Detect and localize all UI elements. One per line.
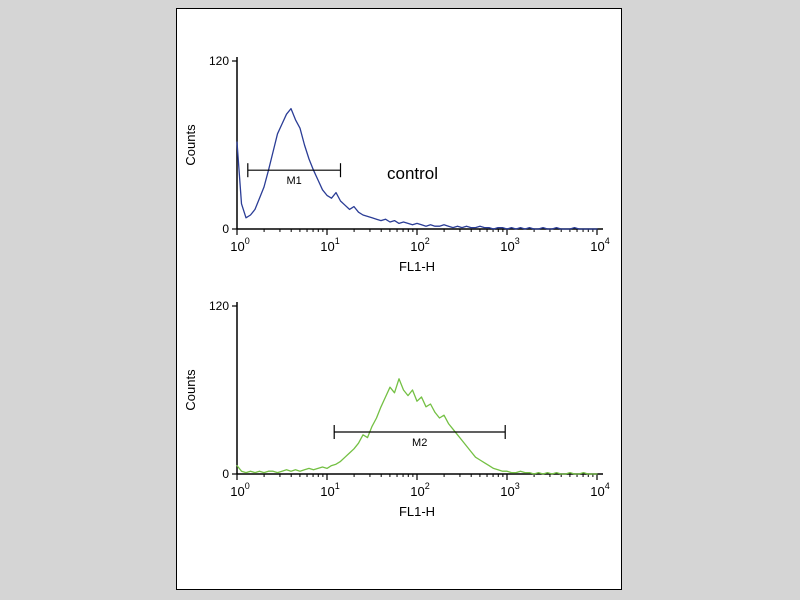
top-histogram-plot: 0 120 100 101 102 103 104 FL1-H Counts M1 control	[183, 54, 610, 274]
gate-label: M2	[412, 437, 427, 449]
x-tick-label: 100	[230, 481, 249, 499]
y-tick-label: 0	[222, 467, 229, 481]
x-tick-label: 102	[410, 481, 429, 499]
x-tick-label: 104	[590, 236, 609, 254]
histogram-curve	[236, 378, 598, 475]
x-tick-label: 101	[320, 481, 339, 499]
y-tick-label: 0	[222, 222, 229, 236]
control-annotation: control	[387, 164, 438, 183]
x-axis-title: FL1-H	[399, 259, 435, 274]
x-axis-title: FL1-H	[399, 504, 435, 519]
x-tick-label: 100	[230, 236, 249, 254]
figure-panel: 0 120 100 101 102 103 104 FL1-H Counts M1 control …	[176, 8, 622, 590]
gate-label: M1	[287, 175, 302, 187]
y-axis-title: Counts	[183, 124, 198, 166]
x-tick-label: 103	[500, 481, 519, 499]
y-tick-label: 120	[209, 299, 229, 313]
y-axis-title: Counts	[183, 369, 198, 411]
y-tick-label: 120	[209, 54, 229, 68]
histogram-curve	[236, 107, 598, 230]
x-tick-label: 101	[320, 236, 339, 254]
x-tick-label: 103	[500, 236, 519, 254]
x-tick-label: 102	[410, 236, 429, 254]
bottom-histogram-plot: 0 120 100 101 102 103 104 FL1-H Counts M2	[183, 299, 610, 519]
x-tick-label: 104	[590, 481, 609, 499]
